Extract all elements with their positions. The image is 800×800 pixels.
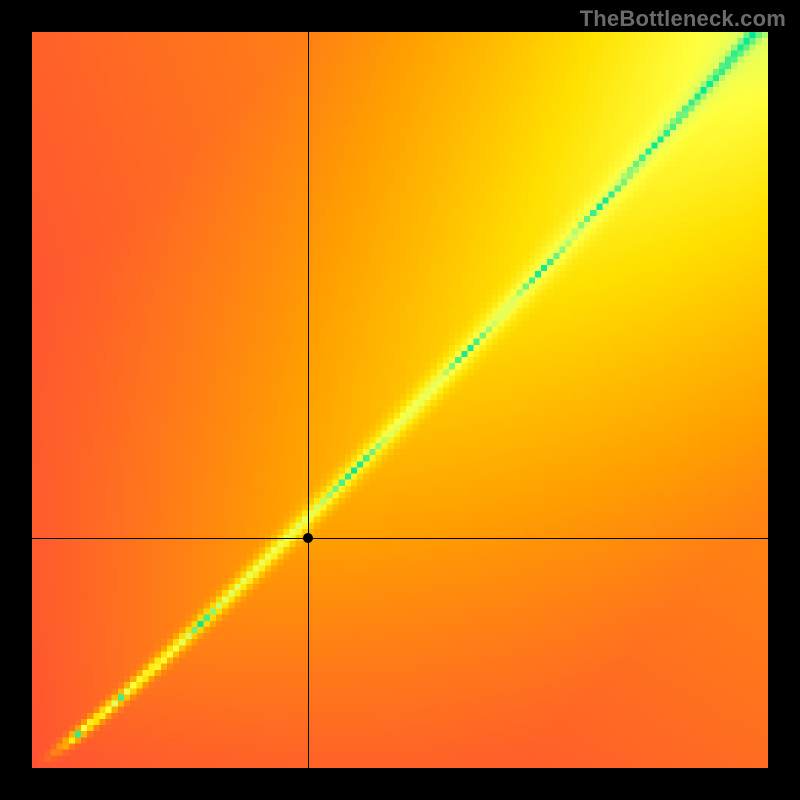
crosshair-horizontal bbox=[32, 538, 768, 539]
data-point-marker bbox=[303, 533, 313, 543]
chart-container: TheBottleneck.com bbox=[0, 0, 800, 800]
crosshair-vertical bbox=[308, 32, 309, 768]
watermark-text: TheBottleneck.com bbox=[580, 6, 786, 32]
plot-area bbox=[32, 32, 768, 768]
heatmap-canvas bbox=[32, 32, 768, 768]
